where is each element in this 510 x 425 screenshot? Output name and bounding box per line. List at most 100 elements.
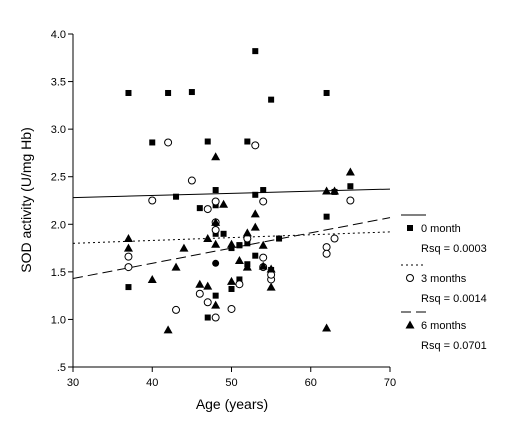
data-point-series-1 (322, 243, 331, 252)
data-point-series-1 (172, 305, 181, 314)
y-tick-label: 1.0 (51, 314, 66, 326)
data-point-series-2 (171, 262, 181, 271)
data-point-series-0 (188, 89, 195, 96)
data-point-series-2 (242, 228, 252, 237)
data-point-series-2 (211, 300, 221, 309)
legend-marker-2 (405, 320, 415, 329)
data-point-series-0 (125, 89, 132, 96)
data-point-series-0 (212, 187, 219, 194)
data-point-series-0 (244, 138, 251, 145)
data-point-series-2 (179, 243, 189, 252)
data-point-series-0 (260, 187, 267, 194)
y-tick-label: 2.0 (51, 219, 66, 231)
data-point-series-0 (244, 240, 251, 247)
data-point-series-1 (322, 249, 331, 258)
legend: 0 month Rsq = 0.0003 3 months Rsq = 0.0014 6… (401, 214, 487, 352)
data-point-series-2 (242, 262, 252, 271)
data-point-series-0 (165, 89, 172, 96)
y-tick-label: 1.5 (51, 267, 66, 279)
data-point-series-0 (236, 242, 243, 249)
data-point-series-1 (251, 141, 260, 150)
data-point-series-0 (268, 96, 275, 103)
data-point-series-2 (258, 261, 268, 270)
data-point-series-2 (147, 274, 157, 283)
data-point-series-2 (195, 279, 205, 288)
x-tick-label: 40 (146, 377, 158, 389)
data-point-series-1 (164, 138, 173, 147)
data-point-series-2 (227, 276, 236, 285)
legend-rsq-0: Rsq = 0.0003 (421, 243, 487, 255)
data-point-series-1 (187, 176, 196, 185)
data-point-series-2 (211, 217, 221, 226)
data-point-series-0 (323, 89, 330, 96)
data-point-series-0 (204, 314, 211, 321)
y-axis-ticks: .5 1.0 1.5 2.0 2.5 3.0 3.5 4.0 (51, 29, 73, 374)
legend-rsq-2: Rsq = 0.0701 (421, 340, 487, 352)
data-point-series-1 (259, 253, 268, 262)
y-tick-label: 3.0 (51, 124, 66, 136)
data-point-series-2 (322, 323, 332, 332)
data-point-series-0 (149, 139, 156, 146)
data-point-series-2 (330, 186, 340, 195)
data-point-series-1 (346, 196, 355, 205)
data-point-series-0 (236, 276, 243, 283)
plot-area (72, 34, 391, 368)
data-point-series-2 (163, 325, 173, 334)
data-point-series-2 (203, 234, 213, 243)
x-tick-label: 30 (67, 377, 79, 389)
data-point-series-2 (234, 255, 244, 264)
data-point-series-1 (195, 289, 204, 298)
data-point-series-1 (124, 252, 133, 261)
y-axis-label: SOD activity (U/mg Hb) (18, 127, 34, 272)
data-point-series-2 (258, 240, 268, 249)
data-point-series-1 (235, 280, 244, 289)
x-axis-label: Age (years) (196, 396, 268, 412)
data-point-series-2 (250, 209, 260, 218)
y-tick-label: 2.5 (51, 172, 66, 184)
fit-lines (72, 188, 391, 280)
data-point-series-0 (204, 138, 211, 145)
data-point-series-0 (276, 235, 283, 242)
data-point-series-1 (211, 313, 220, 322)
data-point-series-2 (211, 152, 221, 161)
data-point-series-0 (228, 285, 235, 292)
data-point-series-2 (266, 264, 276, 273)
y-tick-label: .5 (57, 362, 66, 374)
x-tick-label: 50 (225, 377, 237, 389)
data-point-series-0 (196, 205, 203, 212)
data-point-series-2 (203, 281, 213, 290)
legend-marker-0 (407, 225, 413, 231)
fit-line-series-0 (72, 188, 391, 199)
x-tick-label: 70 (384, 377, 396, 389)
data-point-series-0 (173, 193, 180, 200)
data-point-series-1 (211, 225, 220, 234)
data-point-series-1 (330, 234, 339, 243)
data-point-series-2 (123, 234, 133, 243)
data-point-series-2 (123, 243, 133, 252)
y-tick-label: 4.0 (51, 29, 66, 41)
data-point-series-1 (148, 196, 157, 205)
data-point-series-2 (211, 239, 221, 248)
x-axis-ticks: 30 40 50 60 70 (67, 367, 396, 389)
data-point-series-1 (203, 298, 212, 307)
data-point-series-0 (347, 183, 354, 190)
legend-marker-1 (406, 274, 414, 282)
legend-label-2: 6 months (421, 320, 467, 332)
data-point-series-2 (322, 186, 332, 195)
data-point-series-2 (219, 199, 229, 208)
legend-label-0: 0 month (421, 223, 461, 235)
legend-label-1: 3 months (421, 273, 467, 285)
data-point-extra (212, 259, 220, 267)
x-tick-label: 60 (305, 377, 317, 389)
data-point-series-1 (211, 197, 220, 206)
data-point-series-1 (227, 304, 236, 313)
data-point-series-2 (345, 167, 355, 176)
data-point-series-0 (228, 245, 235, 252)
data-point-series-0 (323, 213, 330, 220)
data-point-series-0 (220, 230, 227, 237)
data-point-series-0 (252, 191, 259, 198)
y-tick-label: 3.5 (51, 77, 66, 89)
data-point-series-2 (227, 239, 236, 248)
data-point-series-0 (252, 48, 259, 55)
